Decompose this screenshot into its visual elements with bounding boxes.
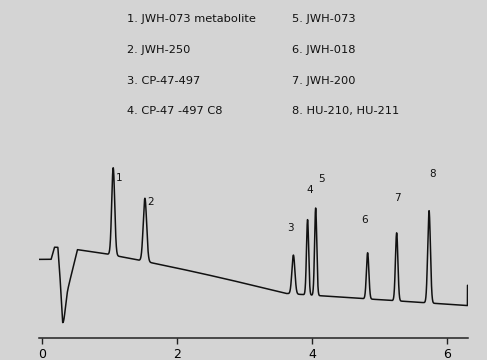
Text: 6: 6 (361, 215, 368, 225)
Text: 1. JWH-073 metabolite: 1. JWH-073 metabolite (127, 14, 256, 24)
Text: 1: 1 (116, 173, 123, 183)
Text: 5. JWH-073: 5. JWH-073 (292, 14, 356, 24)
Text: 4: 4 (306, 185, 313, 195)
Text: 2. JWH-250: 2. JWH-250 (127, 45, 190, 55)
Text: 4. CP-47 -497 C8: 4. CP-47 -497 C8 (127, 106, 222, 116)
Text: 3: 3 (287, 222, 294, 233)
Text: 7. JWH-200: 7. JWH-200 (292, 76, 356, 86)
Text: 5: 5 (318, 174, 324, 184)
Text: 8. HU-210, HU-211: 8. HU-210, HU-211 (292, 106, 399, 116)
Text: 7: 7 (394, 193, 401, 203)
Text: 3. CP-47-497: 3. CP-47-497 (127, 76, 200, 86)
Text: 8: 8 (429, 169, 436, 179)
Text: 2: 2 (148, 197, 154, 207)
Text: 6. JWH-018: 6. JWH-018 (292, 45, 356, 55)
